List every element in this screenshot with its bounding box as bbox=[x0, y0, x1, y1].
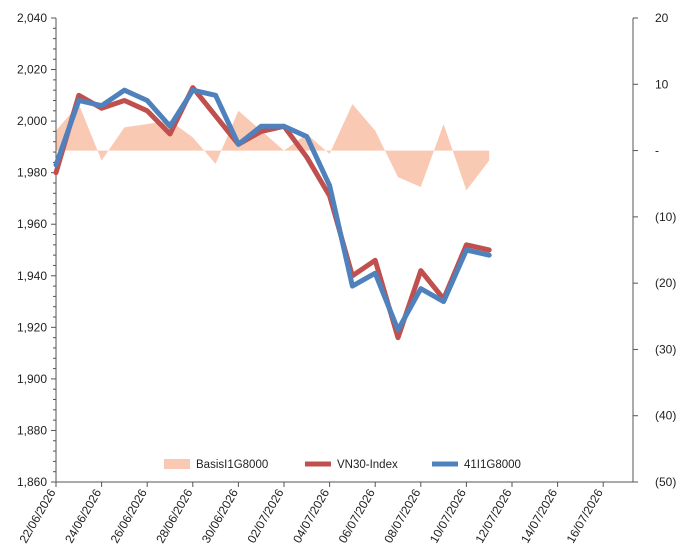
line-layer bbox=[53, 85, 492, 341]
legend-swatch bbox=[164, 459, 190, 469]
series-line-41I1G8000 bbox=[53, 87, 492, 333]
right-tick-label: (20) bbox=[655, 276, 676, 290]
left-tick-label: 1,940 bbox=[17, 269, 47, 283]
x-tick-label: 12/07/2026 bbox=[472, 486, 514, 545]
right-tick-label: 20 bbox=[655, 11, 669, 25]
x-tick-label: 16/07/2026 bbox=[564, 486, 606, 545]
series-line-VN30-Index bbox=[53, 85, 492, 341]
legend-item: VN30-Index bbox=[305, 459, 398, 471]
x-tick-label: 14/07/2026 bbox=[518, 486, 560, 545]
x-tick-label: 22/06/2026 bbox=[16, 486, 58, 545]
right-tick-label: 10 bbox=[655, 77, 669, 91]
right-tick-label: (30) bbox=[655, 342, 676, 356]
x-tick-label: 28/06/2026 bbox=[153, 486, 195, 545]
left-tick-label: 1,980 bbox=[17, 166, 47, 180]
x-tick-label: 26/06/2026 bbox=[108, 486, 150, 545]
left-tick-label: 1,860 bbox=[17, 475, 47, 489]
left-tick-label: 2,040 bbox=[17, 11, 47, 25]
right-tick-label: (10) bbox=[655, 210, 676, 224]
left-tick-label: 1,920 bbox=[17, 320, 47, 334]
legend-item: BasisI1G8000 bbox=[164, 459, 268, 471]
legend-item: 41I1G8000 bbox=[432, 459, 521, 471]
left-tick-label: 2,000 bbox=[17, 114, 47, 128]
x-tick-label: 08/07/2026 bbox=[381, 486, 423, 545]
right-tick-label: (40) bbox=[655, 409, 676, 423]
x-tick-label: 24/06/2026 bbox=[62, 486, 104, 545]
left-tick-label: 2,020 bbox=[17, 63, 47, 77]
x-tick-label: 10/07/2026 bbox=[427, 486, 469, 545]
left-tick-label: 1,880 bbox=[17, 423, 47, 437]
x-tick-label: 06/07/2026 bbox=[336, 486, 378, 545]
axis-layer bbox=[51, 17, 638, 487]
x-tick-label: 30/06/2026 bbox=[199, 486, 241, 545]
left-tick-label: 1,960 bbox=[17, 217, 47, 231]
x-tick-label: 02/07/2026 bbox=[244, 486, 286, 545]
legend-label: 41I1G8000 bbox=[464, 459, 521, 471]
legend-label: BasisI1G8000 bbox=[196, 459, 268, 471]
x-tick-label: 04/07/2026 bbox=[290, 486, 332, 545]
right-tick-label: (50) bbox=[655, 475, 676, 489]
right-tick-label: - bbox=[655, 144, 659, 158]
left-tick-label: 1,900 bbox=[17, 372, 47, 386]
legend-label: VN30-Index bbox=[337, 459, 398, 471]
legend: BasisI1G8000 VN30-Index 41I1G8000 bbox=[164, 459, 521, 471]
area-layer bbox=[56, 104, 490, 191]
series-area-BasisI1G8000 bbox=[56, 104, 490, 191]
